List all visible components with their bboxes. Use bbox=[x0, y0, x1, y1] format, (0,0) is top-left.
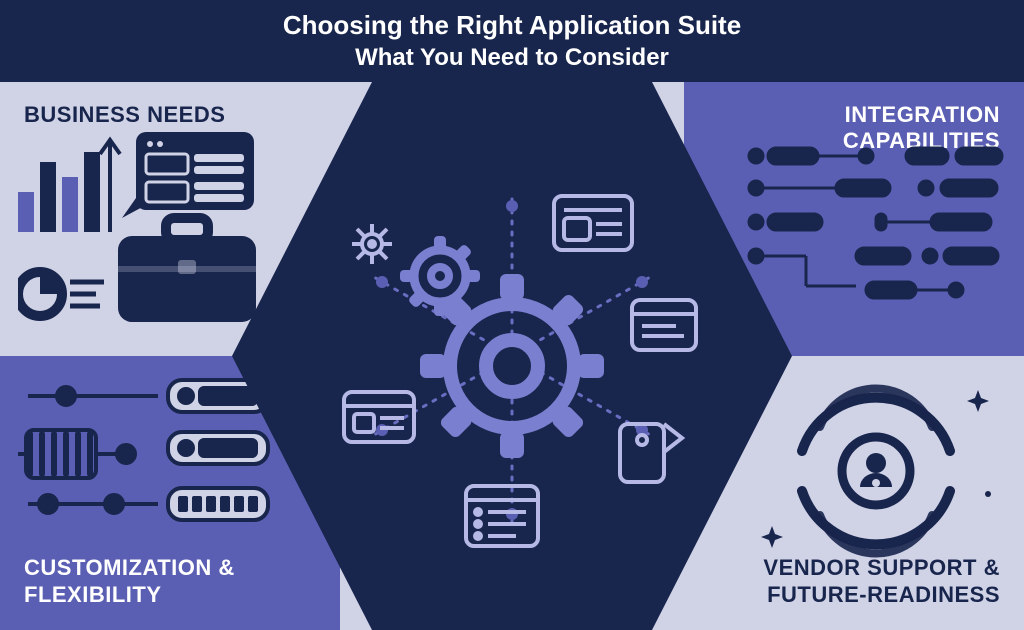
integration-graphic bbox=[746, 142, 1006, 332]
infographic-stage: BUSINESS NEEDS bbox=[0, 82, 1024, 630]
list-panel-icon bbox=[466, 486, 538, 546]
bug-icon bbox=[352, 224, 392, 264]
tag-icon bbox=[620, 424, 682, 482]
page-title: Choosing the Right Application Suite bbox=[0, 9, 1024, 43]
bar-chart-icon bbox=[18, 152, 100, 232]
header-bar: Choosing the Right Application Suite Wha… bbox=[0, 0, 1024, 82]
code-panel-icon bbox=[632, 300, 696, 350]
page-subtitle: What You Need to Consider bbox=[0, 42, 1024, 73]
quadrant-title: BUSINESS NEEDS bbox=[24, 102, 316, 128]
customization-graphic bbox=[18, 376, 278, 566]
business-needs-graphic bbox=[18, 132, 278, 332]
small-gear-icon bbox=[400, 236, 480, 316]
center-hub-graphic bbox=[292, 136, 732, 576]
dialog-window-icon bbox=[122, 132, 254, 218]
briefcase-icon bbox=[118, 218, 256, 322]
pie-slice-icon bbox=[18, 270, 104, 318]
chat-window-icon bbox=[554, 196, 632, 250]
vendor-support-graphic bbox=[746, 376, 1006, 576]
arrow-up-icon bbox=[100, 140, 120, 232]
